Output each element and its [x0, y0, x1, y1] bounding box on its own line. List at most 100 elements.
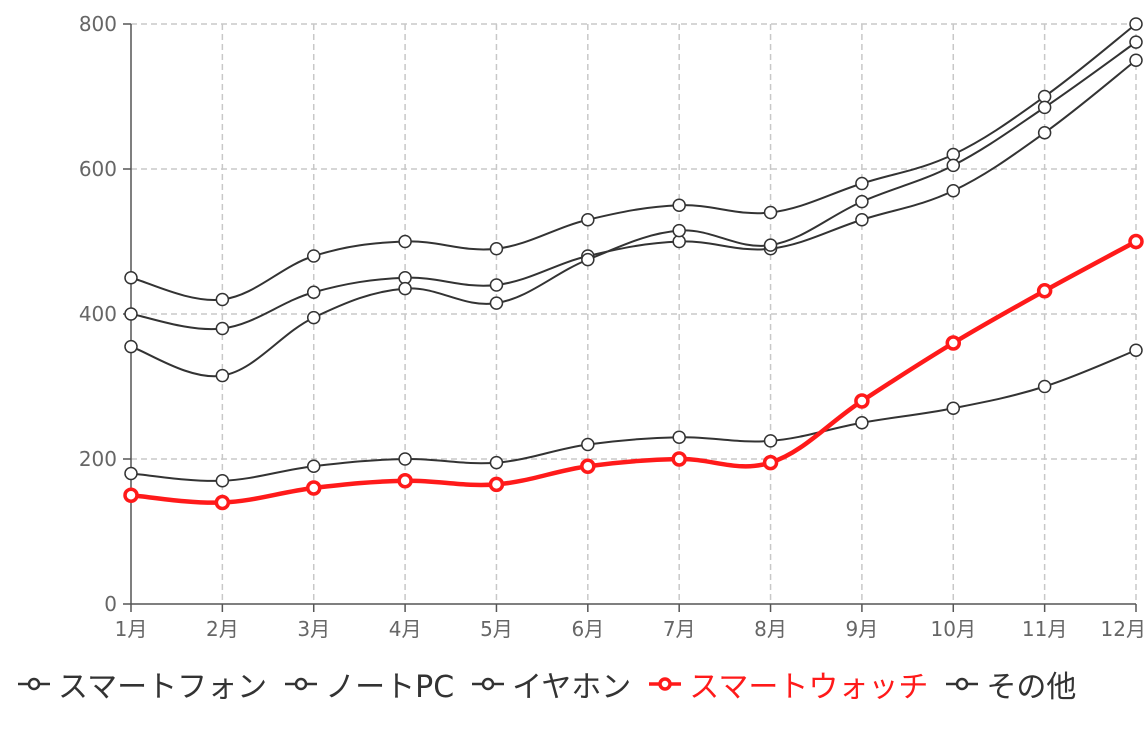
- x-tick-label: 12月: [1101, 617, 1146, 641]
- grid-lines: [131, 23, 1137, 604]
- legend-line-icon: [285, 677, 318, 691]
- data-point: [215, 292, 230, 307]
- data-point: [1129, 343, 1143, 357]
- tick-labels: 0 200 400 600 800 1月 2月 3月 4月 5月 6月 7月 8月 9月 10月 11月 12月: [79, 12, 1146, 641]
- legend-marker: [956, 677, 969, 691]
- legend-item[interactable]: その他: [944, 662, 1076, 706]
- legend-line-icon: [946, 677, 979, 691]
- series-line: [130, 349, 1137, 482]
- series-lines: [130, 23, 1138, 505]
- data-point: [946, 184, 961, 198]
- data-point: [672, 430, 686, 444]
- x-tick-label: 5月: [480, 617, 513, 641]
- x-tick-label: 10月: [931, 617, 976, 641]
- data-point: [1037, 126, 1052, 140]
- data-point: [763, 238, 778, 252]
- legend: スマートフォン ノートPC イヤホン スマートウォッチ その他: [16, 662, 1076, 706]
- x-tick-label: 6月: [571, 617, 604, 641]
- legend-line-icon: [472, 677, 505, 691]
- data-point: [763, 205, 778, 220]
- data-point: [489, 455, 504, 470]
- legend-label: イヤホン: [512, 670, 632, 705]
- data-point: [124, 339, 138, 354]
- x-tick-label: 7月: [663, 617, 696, 641]
- legend-marker: [294, 677, 308, 691]
- series-line: [130, 23, 1137, 301]
- axes: [123, 23, 1137, 612]
- data-point: [306, 459, 321, 473]
- y-tick-label: 800: [79, 12, 117, 36]
- data-point: [946, 158, 961, 173]
- data-point: [581, 252, 595, 267]
- data-point: [855, 176, 869, 191]
- x-tick-label: 2月: [206, 617, 239, 641]
- data-point: [854, 393, 870, 409]
- y-tick-label: 600: [79, 157, 117, 181]
- data-point: [945, 335, 962, 351]
- data-point: [489, 296, 504, 310]
- data-point: [306, 310, 321, 325]
- legend-item[interactable]: イヤホン: [470, 662, 631, 706]
- data-point: [946, 401, 961, 415]
- data-point: [580, 458, 596, 474]
- series-line: [130, 59, 1137, 331]
- legend-marker: [27, 677, 41, 691]
- data-point: [306, 285, 321, 299]
- data-point: [855, 416, 869, 430]
- legend-marker: [481, 677, 495, 691]
- y-tick-label: 0: [104, 592, 117, 616]
- legend-item[interactable]: スマートウォッチ: [647, 662, 928, 706]
- legend-item[interactable]: ノートPC: [283, 662, 454, 706]
- legend-label: ノートPC: [325, 670, 455, 705]
- data-point: [855, 194, 869, 209]
- legend-line-icon: [18, 677, 50, 691]
- series-line: [130, 41, 1137, 378]
- data-point: [581, 213, 595, 227]
- y-tick-label: 200: [79, 447, 117, 471]
- data-point: [855, 213, 869, 227]
- x-tick-label: 4月: [389, 617, 422, 641]
- data-point: [124, 271, 138, 285]
- data-point: [489, 242, 504, 256]
- legend-marker: [658, 677, 673, 691]
- data-point: [305, 480, 322, 496]
- data-point: [672, 223, 686, 238]
- data-point: [124, 307, 138, 321]
- data-point: [672, 198, 686, 212]
- legend-label: スマートフォン: [58, 670, 268, 705]
- data-point: [1036, 283, 1053, 299]
- data-point: [1037, 379, 1052, 394]
- series-line: [130, 239, 1138, 505]
- x-tick-label: 8月: [754, 617, 787, 641]
- x-tick-label: 1月: [115, 617, 148, 641]
- legend-line-icon: [649, 677, 682, 691]
- data-point: [1129, 17, 1143, 31]
- data-point: [671, 451, 687, 467]
- data-point: [488, 476, 505, 493]
- x-tick-label: 3月: [297, 617, 330, 641]
- data-point: [489, 278, 504, 292]
- series-points: [123, 17, 1144, 511]
- data-point: [581, 437, 595, 452]
- legend-item[interactable]: スマートフォン: [16, 662, 267, 706]
- data-point: [1129, 53, 1143, 67]
- data-point: [215, 321, 230, 336]
- x-tick-label: 11月: [1022, 617, 1067, 641]
- data-point: [398, 452, 412, 466]
- legend-label: スマートウォッチ: [689, 670, 929, 705]
- data-point: [214, 494, 231, 511]
- data-point: [123, 487, 139, 503]
- line-chart: 0 200 400 600 800 1月 2月 3月 4月 5月 6月 7月 8月 9月 10月 11月 12月: [79, 12, 1146, 641]
- data-point: [762, 454, 779, 471]
- data-point: [398, 281, 412, 296]
- data-point: [215, 368, 230, 383]
- legend-label: その他: [986, 670, 1077, 705]
- data-point: [1129, 35, 1143, 49]
- x-tick-label: 9月: [846, 617, 879, 641]
- data-point: [306, 249, 321, 263]
- data-point: [398, 234, 412, 249]
- data-point: [1128, 233, 1144, 250]
- data-point: [215, 474, 230, 488]
- y-tick-label: 400: [79, 302, 117, 326]
- data-point: [397, 473, 413, 489]
